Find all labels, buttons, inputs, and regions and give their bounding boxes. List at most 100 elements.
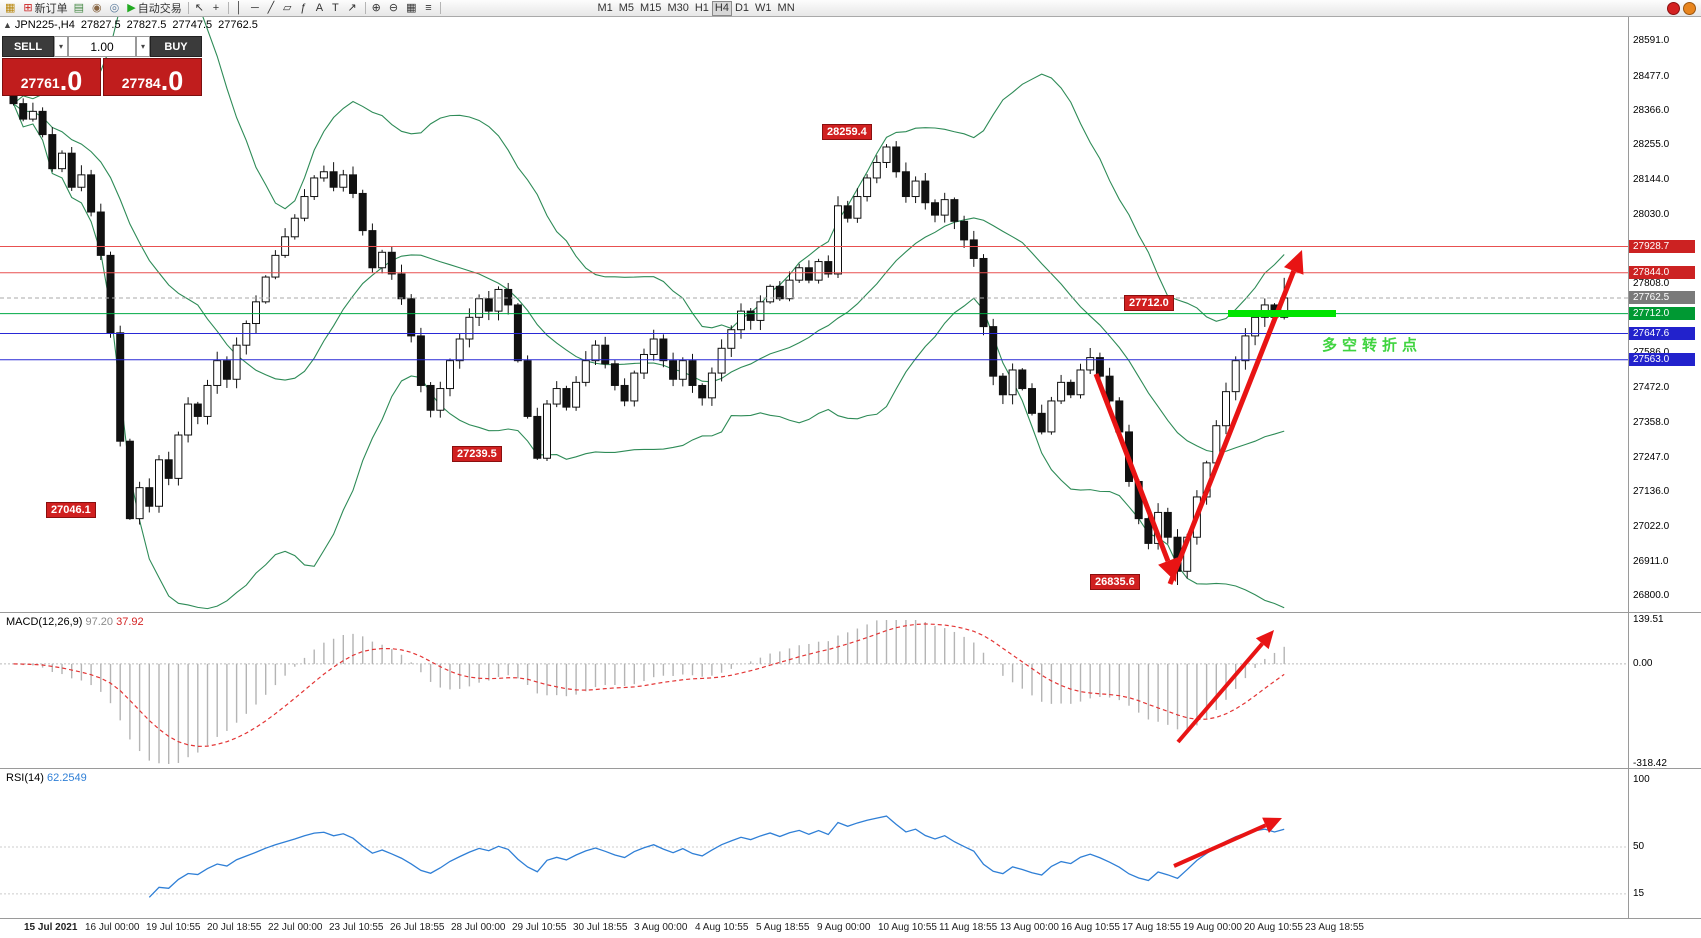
time-label: 4 Aug 10:55 [695, 922, 749, 933]
arrow-tool[interactable]: ↗ [344, 1, 361, 16]
indicators-icon: ≡ [425, 1, 432, 14]
timeframe-mn[interactable]: MN [777, 2, 795, 14]
rsi-axis-tick: 50 [1633, 841, 1645, 852]
timeframe-m15[interactable]: M15 [640, 2, 662, 14]
price-tick: 28477.0 [1633, 70, 1670, 82]
price-label-27046.1[interactable]: 27046.1 [46, 502, 96, 518]
price-tick: 27586.0 [1633, 346, 1670, 358]
timeframe-w1[interactable]: W1 [755, 2, 772, 14]
help-icon[interactable] [1667, 1, 1680, 15]
price-tick: 26800.0 [1633, 590, 1670, 602]
volume-value: 1.00 [90, 39, 114, 54]
price-label-28259.4[interactable]: 28259.4 [822, 124, 872, 140]
buy-price-button[interactable]: 27784.0 [103, 58, 202, 96]
vertical-line-tool[interactable]: │ [232, 1, 248, 16]
time-label: 23 Jul 10:55 [329, 922, 384, 933]
auto-trading-icon: ▶ [127, 1, 136, 14]
sell-button[interactable]: SELL [2, 36, 54, 57]
time-label: 15 Jul 2021 [24, 922, 78, 933]
zoom-out-button[interactable]: ⊖ [386, 1, 403, 16]
timeframe-m1[interactable]: M1 [597, 2, 613, 14]
sound-icon: ◎ [109, 1, 120, 14]
chart-header: ▲ JPN225-,H4 27827.5 27827.5 27747.5 27762.5 [3, 19, 264, 31]
price-tick: 27472.0 [1633, 381, 1670, 393]
buy-button[interactable]: BUY [150, 36, 202, 57]
time-label: 13 Aug 00:00 [1000, 922, 1059, 933]
label-tool[interactable]: T [328, 1, 344, 16]
timeframe-m5[interactable]: M5 [618, 2, 635, 14]
channel-tool[interactable]: ▱ [280, 1, 296, 16]
price-label-27239.5[interactable]: 27239.5 [452, 446, 502, 462]
sound-button[interactable]: ◎ [107, 1, 125, 16]
macd-axis-tick: -318.42 [1633, 758, 1667, 769]
rsi-value: 62.2549 [46, 772, 87, 784]
auto-trading-button-label: 自动交易 [137, 3, 182, 15]
macd-axis-tick: 139.51 [1633, 614, 1664, 625]
time-label: 11 Aug 18:55 [939, 922, 998, 933]
trendline-icon: ╱ [267, 1, 275, 14]
macd-main-value: 97.20 [85, 616, 114, 628]
price-tag-27712.0: 27712.0 [1629, 307, 1695, 321]
sell-options-dropdown[interactable]: ▾ [54, 36, 68, 57]
buy-price-base: 27784 [121, 75, 161, 91]
sell-price-button[interactable]: 27761.0 [2, 58, 101, 96]
toolbar-separator [187, 2, 189, 14]
crosshair-tool[interactable]: + [209, 1, 225, 16]
rsi-indicator-label: RSI(14) 62.2549 [6, 772, 87, 784]
text-tool[interactable]: A [312, 1, 328, 16]
new-order-button-label: 新订单 [34, 3, 68, 15]
toolbar-items: ▦ ⊞ 新订单 ▤ ◉ ◎ ▶ 自动交易 ↖ + │ ─ ╱ ▱ ƒ A T ↗ ⊕ ⊖ ▦ ≡ M1 M5 M15 M30 H1 H… [2, 0, 798, 16]
timeframe-d1[interactable]: D1 [734, 2, 750, 14]
volume-input[interactable]: 1.00 [68, 36, 136, 57]
price-tag-27563.0: 27563.0 [1629, 353, 1695, 367]
fibonacci-icon: ƒ [300, 1, 307, 14]
zoom-out-icon: ⊖ [388, 1, 399, 14]
community-icon[interactable] [1683, 1, 1696, 15]
price-label-26835.6[interactable]: 26835.6 [1090, 574, 1140, 590]
turning-point-text[interactable]: 多空转折点 [1322, 337, 1423, 354]
ohlc-high: 27827.5 [126, 19, 167, 31]
price-tick: 27808.0 [1633, 277, 1670, 289]
highlight-segment[interactable] [1228, 310, 1336, 317]
indicators-button[interactable]: ≡ [421, 1, 437, 16]
crosshair-icon: + [212, 1, 220, 14]
cursor-tool[interactable]: ↖ [192, 1, 209, 16]
buy-options-dropdown[interactable]: ▾ [136, 36, 150, 57]
price-axis[interactable]: 28591.0 28477.0 28366.0 28255.0 28144.0 28030… [1629, 17, 1701, 918]
horizontal-line-tool[interactable]: ─ [248, 1, 264, 16]
ohlc-low: 27747.5 [172, 19, 213, 31]
zoom-in-icon: ⊕ [371, 1, 381, 14]
timeframe-m30[interactable]: M30 [667, 2, 689, 14]
vertical-line-icon: │ [235, 1, 243, 14]
zoom-in-button[interactable]: ⊕ [369, 1, 386, 16]
horizontal-line-icon: ─ [251, 1, 259, 14]
price-tag-27844.0: 27844.0 [1629, 266, 1695, 280]
fibonacci-tool[interactable]: ƒ [296, 1, 312, 16]
time-axis[interactable]: 15 Jul 2021 16 Jul 00:00 19 Jul 10:55 20 Ju… [0, 919, 1628, 938]
time-label: 20 Aug 10:55 [1244, 922, 1303, 933]
new-chart-button[interactable]: ▦ [2, 1, 20, 16]
collapse-icon[interactable]: ▲ [3, 20, 12, 30]
auto-trading-button[interactable]: ▶ 自动交易 [124, 1, 184, 16]
price-tag-27928.7: 27928.7 [1629, 239, 1695, 253]
time-label: 17 Aug 18:55 [1122, 922, 1181, 933]
price-tick: 27358.0 [1633, 417, 1670, 429]
main-toolbar: ▦ ⊞ 新订单 ▤ ◉ ◎ ▶ 自动交易 ↖ + │ ─ ╱ ▱ ƒ A T ↗ ⊕ ⊖ ▦ ≡ M1 M5 M15 M30 H1 H… [0, 0, 1701, 17]
macd-axis-tick: 0.00 [1633, 657, 1653, 669]
time-label: 30 Jul 18:55 [573, 922, 628, 933]
tile-windows-button[interactable]: ▦ [403, 1, 421, 16]
price-label-27712.0[interactable]: 27712.0 [1124, 295, 1174, 311]
time-label: 19 Aug 00:00 [1183, 922, 1242, 933]
chart-profiles-button[interactable]: ▤ [71, 1, 89, 16]
timeframe-h4[interactable]: H4 [711, 0, 732, 16]
timeframe-h1[interactable]: H1 [694, 2, 709, 14]
new-chart-icon: ▦ [5, 1, 16, 14]
time-label: 19 Jul 10:55 [146, 922, 201, 933]
timeframe-toolbar: M1 M5 M15 M30 H1 H4 D1 W1 MN [594, 0, 797, 16]
time-label: 3 Aug 00:00 [634, 922, 688, 933]
new-order-button[interactable]: ⊞ 新订单 [20, 1, 70, 16]
alerts-button[interactable]: ◉ [89, 1, 107, 16]
time-label: 16 Jul 00:00 [85, 922, 140, 933]
trendline-tool[interactable]: ╱ [264, 1, 280, 16]
